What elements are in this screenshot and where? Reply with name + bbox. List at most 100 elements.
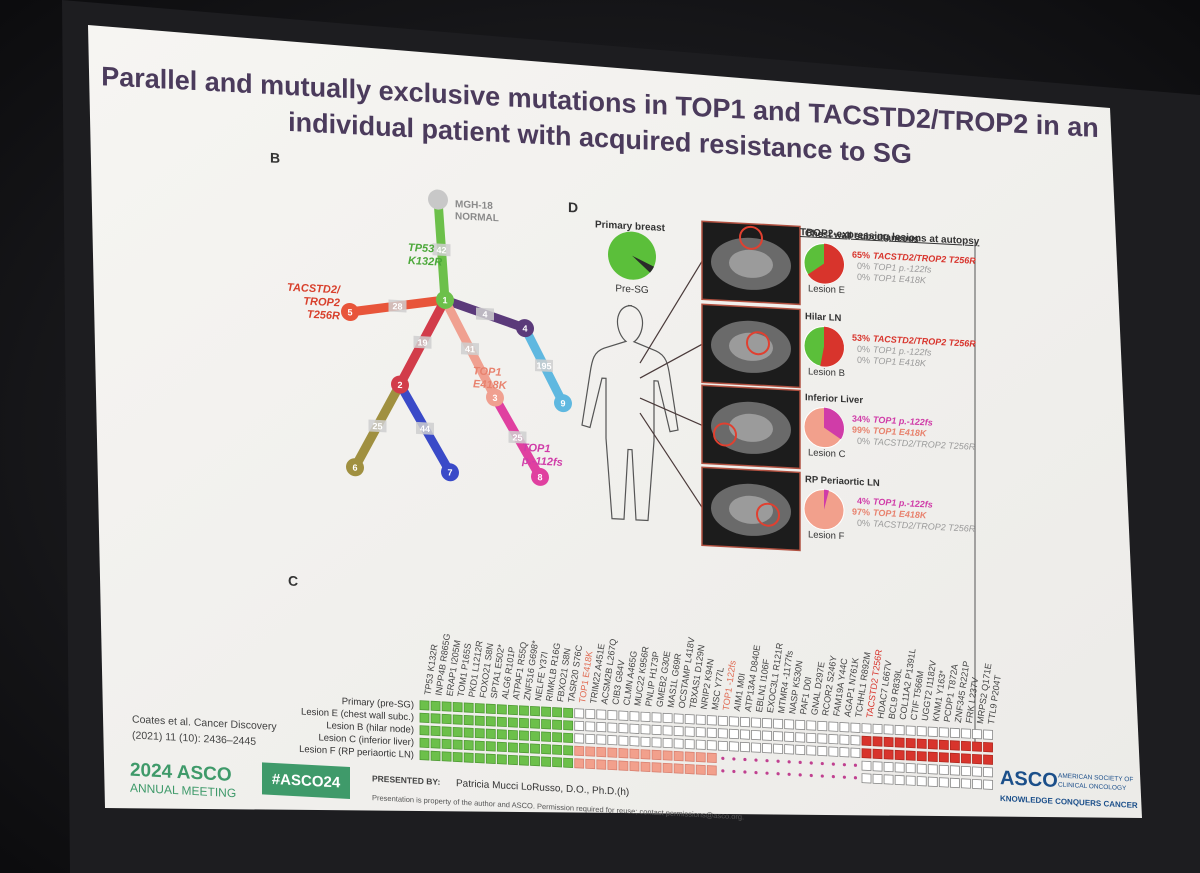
matrix-cell xyxy=(563,745,574,756)
matrix-cell xyxy=(541,706,551,717)
matrix-cell xyxy=(983,754,993,765)
matrix-cell xyxy=(474,703,485,714)
node-number: 4 xyxy=(522,323,527,333)
matrix-cell xyxy=(983,779,993,790)
mutation-pct: 0% xyxy=(857,436,870,447)
matrix-cell xyxy=(574,708,585,719)
cell-dot xyxy=(732,769,736,774)
matrix-cell xyxy=(762,718,772,729)
matrix-cell xyxy=(441,726,452,737)
matrix-cell xyxy=(552,719,562,730)
lesion-site: RP Periaortic LN xyxy=(805,474,880,489)
matrix-cell xyxy=(441,713,452,725)
cell-dot xyxy=(732,757,736,761)
matrix-cell xyxy=(684,751,695,762)
matrix-cell xyxy=(552,744,562,755)
matrix-cell xyxy=(828,746,839,757)
matrix-cell xyxy=(474,753,485,764)
matrix-cell xyxy=(706,727,717,738)
row-label: Lesion B (hilar node) xyxy=(326,720,414,736)
matrix-cell xyxy=(972,741,982,752)
matrix-cell xyxy=(563,732,574,743)
cell-dot xyxy=(798,760,802,765)
matrix-cell xyxy=(961,740,971,752)
ct-lesion xyxy=(746,331,770,356)
matrix-cell xyxy=(839,722,850,733)
cell-dot xyxy=(831,762,835,766)
matrix-cell xyxy=(585,746,596,757)
matrix-cell xyxy=(463,702,474,713)
matrix-cell xyxy=(872,761,883,772)
matrix-cell xyxy=(806,732,817,744)
matrix-cell xyxy=(828,733,839,745)
matrix-cell xyxy=(673,713,684,724)
matrix-cell xyxy=(927,726,938,737)
matrix-cell xyxy=(585,708,596,720)
matrix-cell xyxy=(530,705,540,717)
mutation-pct: 4% xyxy=(857,496,870,507)
pie-wedge xyxy=(807,243,844,284)
matrix-cell xyxy=(596,746,607,758)
mutation-pct: 53% xyxy=(852,332,870,343)
ct-organ xyxy=(729,413,773,442)
matrix-cell xyxy=(938,764,949,776)
matrix-cell xyxy=(883,736,894,748)
matrix-cell xyxy=(662,762,673,774)
matrix-cell xyxy=(872,773,883,785)
branch-length: 19 xyxy=(417,337,427,348)
matrix-cell xyxy=(519,705,529,716)
hashtag-box xyxy=(262,762,350,800)
matrix-cell xyxy=(762,743,772,754)
matrix-cell xyxy=(662,750,673,761)
matrix-cell xyxy=(972,728,982,740)
matrix-cell xyxy=(883,774,894,785)
matrix-cell xyxy=(607,759,618,771)
matrix-cell xyxy=(684,764,695,775)
branch-length: 44 xyxy=(420,424,430,435)
matrix-cell xyxy=(927,739,938,750)
matrix-cell xyxy=(883,724,894,735)
matrix-cell xyxy=(795,732,806,743)
matrix-cell xyxy=(496,704,507,715)
matrix-cell xyxy=(651,762,662,773)
matrix-cell xyxy=(596,709,607,720)
matrix-cell xyxy=(883,761,894,773)
connector xyxy=(639,412,703,508)
cell-dot xyxy=(754,758,758,762)
primary-title: Primary breast xyxy=(595,219,666,234)
matrix-cell xyxy=(452,751,463,763)
ct-organ xyxy=(729,495,773,524)
cell-dot xyxy=(798,773,802,777)
branch-length: 41 xyxy=(465,344,475,355)
matrix-cell xyxy=(916,738,927,749)
matrix-cell xyxy=(474,715,485,726)
ct-organ xyxy=(729,249,773,278)
branch-length: 25 xyxy=(512,432,522,443)
matrix-cell xyxy=(607,747,618,758)
matrix-cell xyxy=(430,738,441,749)
matrix-cell xyxy=(596,759,607,770)
matrix-cell xyxy=(629,761,640,772)
tree-node xyxy=(391,375,409,394)
matrix-cell xyxy=(463,752,474,763)
matrix-cell xyxy=(651,712,662,723)
root-label: NORMAL xyxy=(455,211,499,224)
tree-node xyxy=(441,463,459,482)
tree-node xyxy=(486,388,504,407)
matrix-cell xyxy=(961,753,971,764)
matrix-cell xyxy=(706,765,717,776)
matrix-cell xyxy=(563,757,574,768)
matrix-cell xyxy=(530,743,540,754)
branch-length: 28 xyxy=(392,301,402,312)
matrix-cell xyxy=(861,760,872,772)
matrix-cell xyxy=(883,749,894,760)
cell-dot xyxy=(743,757,747,762)
ct-lesion xyxy=(739,225,763,250)
matrix-cell xyxy=(607,709,618,721)
hashtag: #ASCO24 xyxy=(272,771,341,792)
matrix-cell xyxy=(850,722,861,733)
matrix-cell xyxy=(684,739,695,750)
tree-node xyxy=(436,290,454,309)
matrix-cell xyxy=(861,723,872,734)
